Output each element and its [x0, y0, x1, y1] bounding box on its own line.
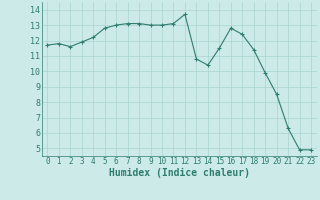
X-axis label: Humidex (Indice chaleur): Humidex (Indice chaleur)	[109, 168, 250, 178]
